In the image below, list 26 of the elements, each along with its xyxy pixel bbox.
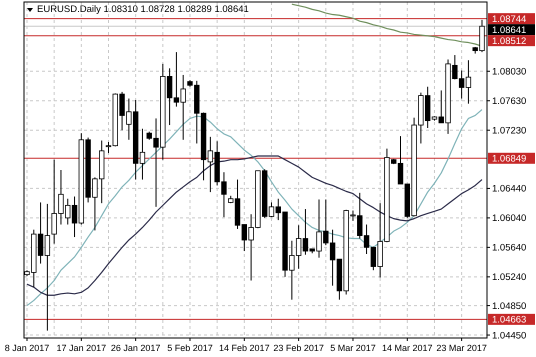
x-tick-label: 23 Mar 2017 (436, 343, 487, 353)
y-tick-label: 1.05240 (492, 272, 526, 284)
ref-line-label: 1.08641 (492, 24, 526, 36)
x-tick-label: 26 Jan 2017 (110, 343, 160, 353)
line-series (26, 108, 483, 306)
x-tick-label: 8 Jan 2017 (4, 343, 50, 353)
ref-line-label: 1.08512 (492, 36, 526, 47)
y-tick-label: 1.08030 (492, 66, 526, 78)
ref-line-label: 1.08744 (492, 14, 526, 25)
y-tick-label: 1.05640 (492, 242, 526, 254)
chart-title: EURUSD.Daily 1.08310 1.08728 1.08289 1.08641 (37, 4, 249, 15)
y-tick-label: 1.04850 (492, 300, 526, 312)
ref-line-label: 1.04663 (492, 314, 526, 326)
x-tick-label: 17 Jan 2017 (56, 343, 106, 353)
x-tick-label: 5 Mar 2017 (330, 343, 376, 353)
y-tick-label: 1.06040 (492, 213, 526, 224)
ref-line-label: 1.06849 (492, 154, 526, 165)
x-tick-label: 14 Feb 2017 (219, 343, 270, 353)
y-tick-label: 1.06440 (492, 184, 526, 195)
y-tick-label: 1.07230 (492, 126, 526, 137)
y-tick-label: 1.04450 (492, 330, 526, 342)
x-tick-label: 14 Mar 2017 (382, 343, 433, 353)
y-tick-label: 1.07630 (492, 96, 526, 108)
x-tick-label: 23 Feb 2017 (273, 343, 324, 353)
line-series (26, 155, 483, 296)
x-tick-label: 5 Feb 2017 (167, 343, 213, 353)
